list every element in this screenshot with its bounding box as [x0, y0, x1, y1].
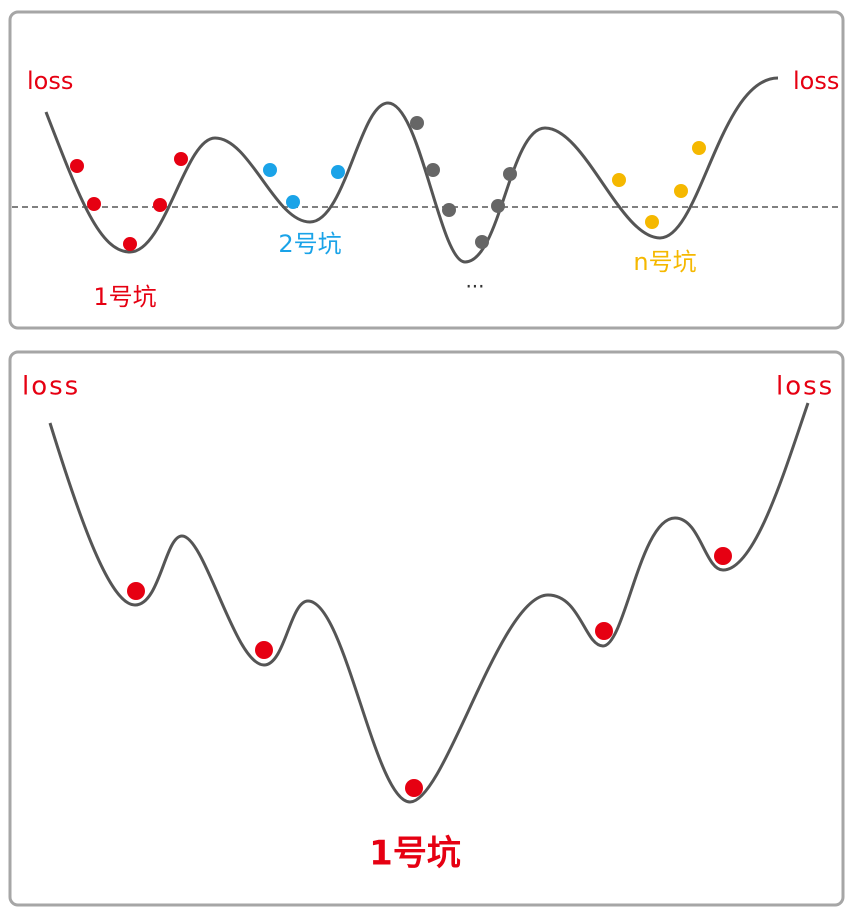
point: [87, 197, 101, 211]
pit-label: 1号坑: [369, 834, 461, 874]
point: [503, 167, 517, 181]
point: [286, 195, 300, 209]
point: [255, 641, 273, 659]
pit-label: 1号坑: [93, 283, 156, 311]
loss-label: loss: [776, 372, 834, 402]
point: [612, 173, 626, 187]
loss-label: loss: [793, 67, 839, 95]
panel-frame: [8, 350, 845, 907]
loss-curve: [48, 402, 810, 804]
point: [174, 152, 188, 166]
pit-label: n号坑: [633, 248, 696, 276]
point: [123, 237, 137, 251]
point: [127, 582, 145, 600]
loss-label: loss: [22, 372, 80, 402]
point: [645, 215, 659, 229]
pit-label: 2号坑: [278, 230, 341, 258]
ellipsis: ...: [465, 269, 484, 293]
point: [595, 622, 613, 640]
point: [410, 116, 424, 130]
red-points: [127, 547, 732, 797]
point: [692, 141, 706, 155]
red-points: [70, 152, 188, 251]
point: [263, 163, 277, 177]
point: [331, 165, 345, 179]
point: [70, 159, 84, 173]
point: [442, 203, 456, 217]
point: [491, 199, 505, 213]
yellow-points: [612, 141, 706, 229]
point: [426, 163, 440, 177]
loss-curve: [44, 76, 779, 264]
gray-points: [410, 116, 517, 249]
point: [405, 779, 423, 797]
loss-label: loss: [27, 67, 73, 95]
point: [714, 547, 732, 565]
point: [674, 184, 688, 198]
point: [475, 235, 489, 249]
point: [153, 198, 167, 212]
blue-points: [263, 163, 345, 209]
